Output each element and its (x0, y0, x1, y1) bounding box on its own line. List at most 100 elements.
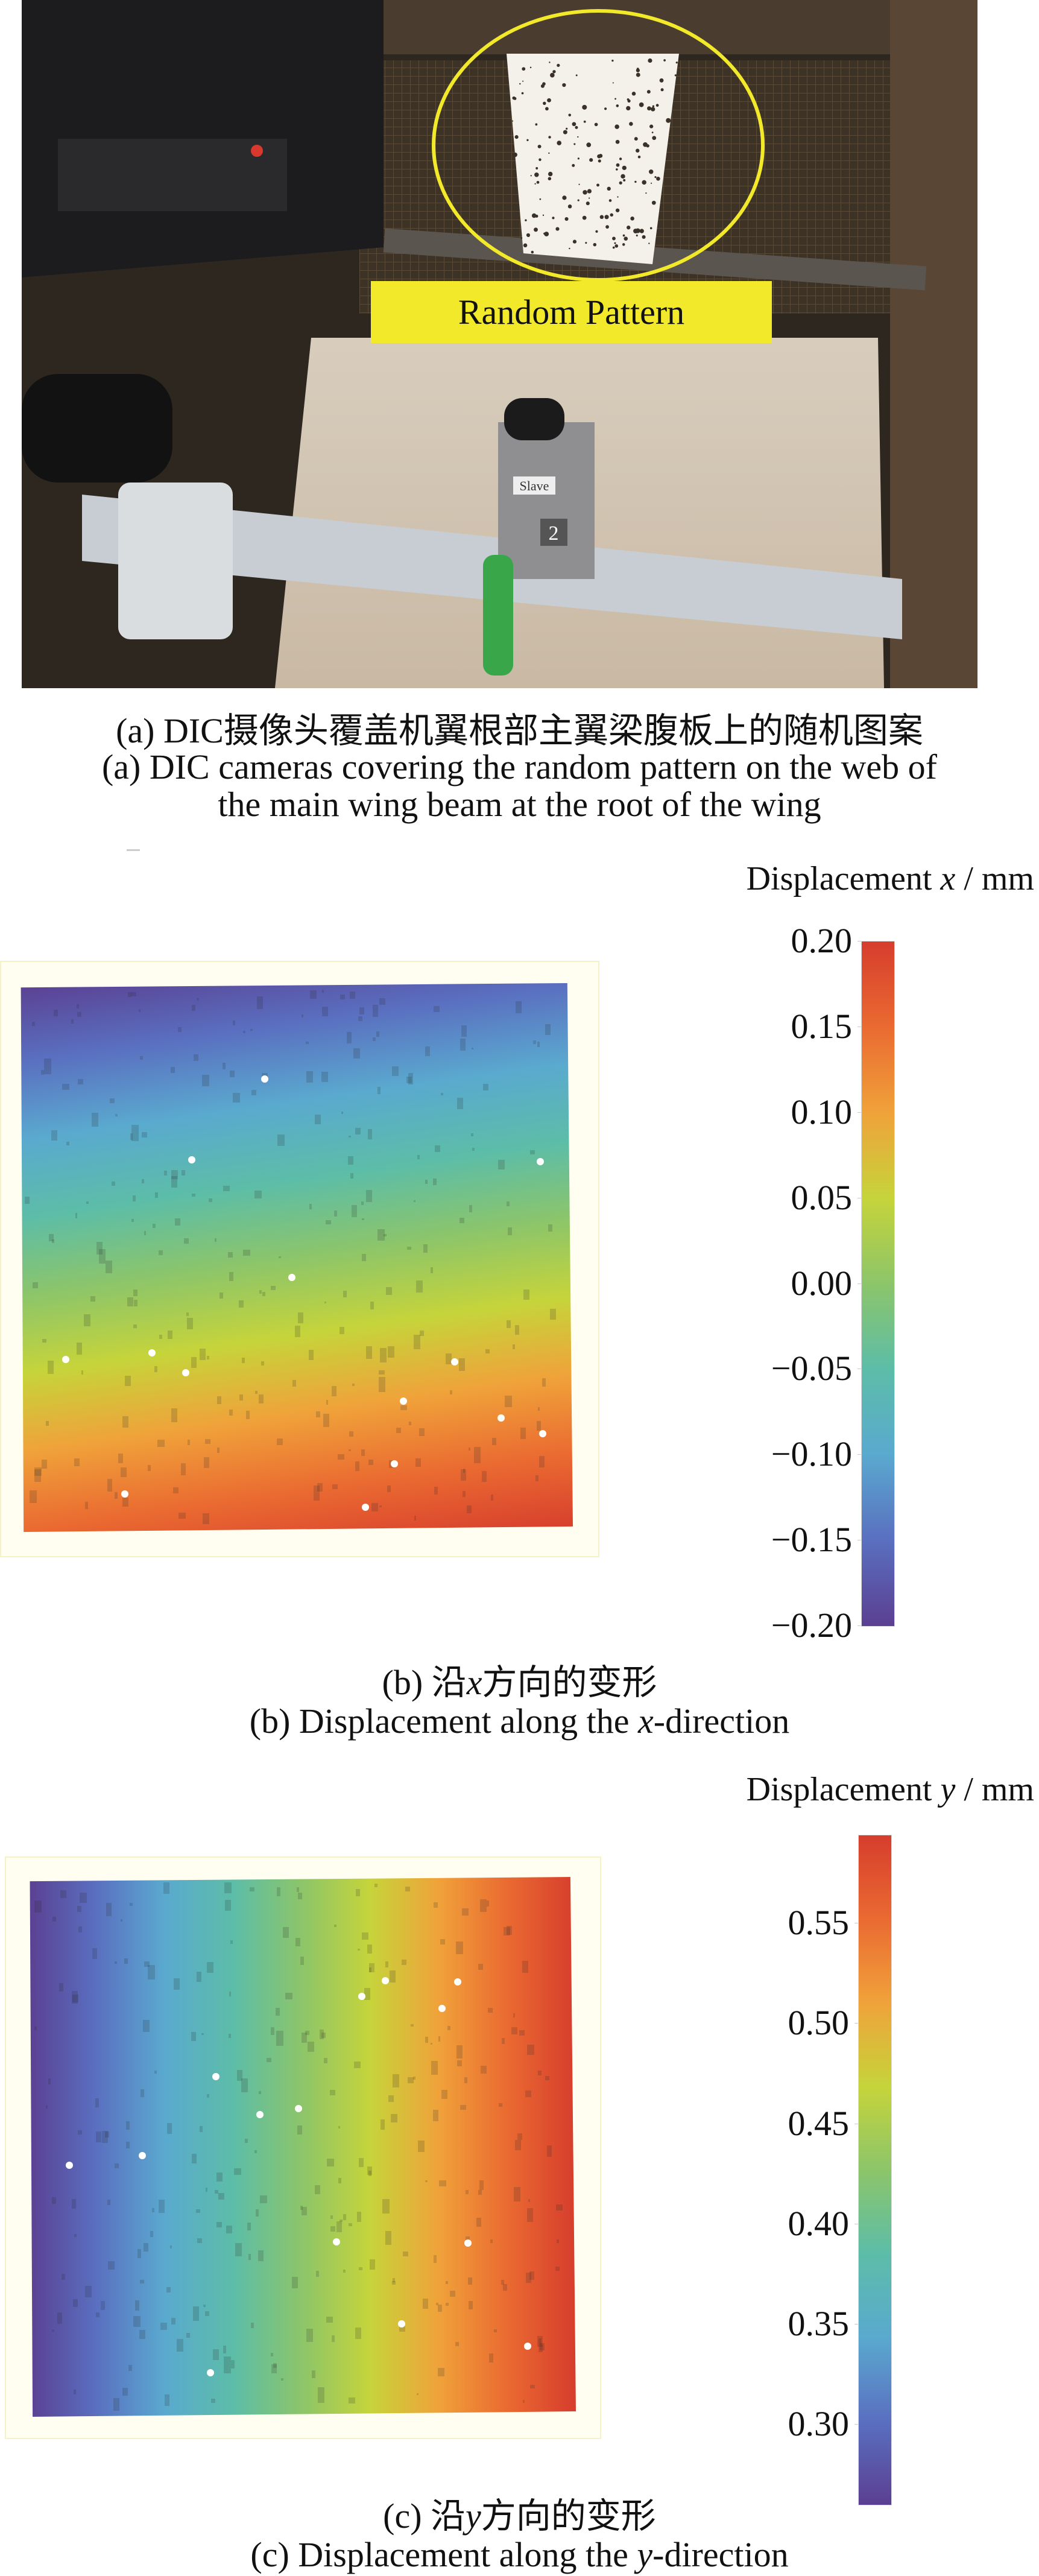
speckle-mark (98, 1249, 106, 1264)
speckle-mark (134, 1300, 138, 1307)
speckle-mark (141, 1179, 144, 1184)
speckle-mark (187, 1317, 194, 1330)
speckle-mark (285, 1992, 292, 1999)
speckle-mark (133, 2315, 141, 2328)
speckle-mark (229, 1409, 233, 1416)
speckle-dot (583, 120, 586, 123)
speckle-dot (569, 247, 570, 250)
speckle-dot (542, 214, 545, 217)
speckle-mark (420, 1331, 425, 1336)
speckle-mark (349, 1135, 351, 1138)
colorbar-tick-label: 0.20 (791, 921, 853, 960)
speckle-dot (525, 219, 527, 221)
speckle-mark (385, 2231, 391, 2245)
speckle-mark (96, 2131, 101, 2142)
speckle-mark (306, 2329, 313, 2342)
speckle-dot (615, 139, 620, 144)
speckle-mark (267, 2058, 271, 2063)
speckle-mark (166, 2286, 171, 2293)
speckle-mark (523, 1289, 529, 1300)
speckle-mark (425, 2037, 429, 2043)
speckle-dot (593, 242, 597, 247)
speckle-mark (241, 1358, 245, 1363)
speckle-mark (319, 2030, 324, 2039)
speckle-mark (276, 2008, 280, 2016)
speckle-mark (133, 1290, 137, 1296)
speckle-mark (391, 2114, 397, 2122)
speckle-mark (127, 992, 132, 997)
speckle-mark (191, 2032, 196, 2041)
speckle-mark (301, 2032, 307, 2043)
speckle-mark (241, 2078, 248, 2092)
speckle-dot (566, 127, 568, 130)
speckle-dot (612, 236, 616, 241)
speckle-mark (471, 1047, 473, 1050)
speckle-mark (53, 1009, 58, 1016)
caption-c-en-prefix: (c) Displacement along the (250, 2535, 637, 2574)
speckle-mark (416, 2393, 418, 2396)
speckle-mark (504, 1926, 511, 1935)
speckle-mark (323, 2058, 328, 2063)
speckle-mark (120, 1467, 127, 1478)
speckle-dot (531, 213, 537, 218)
speckle-mark (218, 2193, 224, 2200)
speckle-mark (380, 1347, 387, 1362)
caption-c-cn: (c) 沿y方向的变形 (0, 2497, 1039, 2536)
speckle-mark (297, 1312, 304, 1323)
missing-data-hole (361, 1504, 369, 1511)
speckle-mark (75, 1213, 78, 1218)
missing-data-hole (390, 1460, 398, 1467)
speckle-mark (62, 1084, 69, 1090)
speckle-mark (447, 2025, 451, 2030)
speckle-mark (321, 1072, 328, 1082)
speckle-mark (341, 1112, 344, 1115)
speckle-dot (619, 181, 622, 185)
speckle-mark (276, 1438, 283, 1445)
speckle-mark (118, 1453, 123, 1464)
speckle-mark (538, 2338, 542, 2346)
speckle-mark (48, 2078, 51, 2085)
colorbar-tick-label: 0.50 (788, 2003, 850, 2043)
speckle-mark (377, 1229, 385, 1241)
speckle-mark (388, 2095, 394, 2103)
speckle-mark (433, 2255, 437, 2263)
speckle-mark (125, 2141, 130, 2149)
speckle-mark (250, 2323, 254, 2329)
speckle-dot (583, 190, 587, 195)
speckle-mark (338, 2178, 341, 2184)
speckle-mark (256, 996, 264, 1010)
speckle-mark (362, 1932, 368, 1940)
speckle-mark (72, 1995, 79, 2002)
speckle-mark (497, 1159, 505, 1170)
missing-data-hole (148, 1349, 156, 1357)
speckle-mark (445, 2303, 449, 2306)
speckle-mark (525, 2090, 532, 2097)
speckle-mark (353, 1048, 360, 1059)
speckle-mark (24, 1196, 30, 1204)
speckle-dot (572, 163, 575, 167)
random-pattern-label: Random Pattern (371, 281, 772, 343)
speckle-mark (184, 1238, 189, 1244)
speckle-mark (400, 1405, 407, 1411)
speckle-mark (538, 1455, 545, 1467)
speckle-mark (514, 2186, 521, 2201)
speckle-mark (73, 2299, 78, 2307)
speckle-mark (171, 1176, 177, 1188)
speckle-mark (349, 2397, 356, 2404)
colorbar-tick-mark (857, 1625, 861, 1626)
speckle-mark (340, 994, 346, 999)
speckle-mark (370, 2259, 375, 2270)
speckle-dot (660, 88, 664, 92)
speckle-mark (373, 1037, 376, 1041)
speckle-mark (516, 1001, 522, 1014)
speckle-mark (469, 1447, 471, 1451)
speckle-dot (589, 158, 593, 162)
speckle-mark (32, 1282, 38, 1289)
speckle-dot (623, 179, 626, 182)
speckle-dot (626, 106, 631, 111)
speckle-mark (457, 2060, 463, 2066)
speckle-mark (59, 1983, 64, 1992)
speckle-mark (186, 2332, 191, 2338)
speckle-mark (230, 1940, 233, 1945)
speckle-mark (208, 1198, 213, 1203)
